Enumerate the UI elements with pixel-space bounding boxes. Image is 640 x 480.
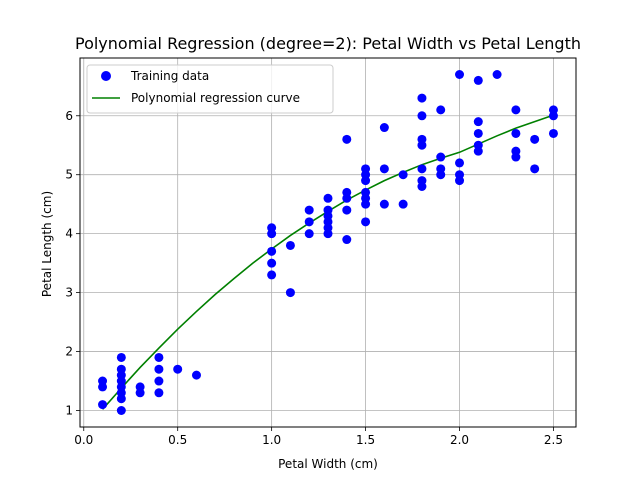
training-data-point (173, 364, 183, 374)
training-data-point (548, 105, 558, 115)
training-data-point (154, 364, 164, 374)
training-data-point (267, 246, 277, 256)
training-data-point (511, 146, 521, 156)
training-data-point (361, 164, 371, 174)
y-tick-label: 5 (65, 168, 73, 182)
y-tick-label: 3 (65, 286, 73, 300)
training-data-point (342, 205, 352, 215)
x-tick-label: 0.0 (74, 433, 93, 447)
training-data-point (473, 117, 483, 127)
training-data-point (304, 229, 314, 239)
regression-curve-layer (101, 114, 554, 410)
training-data-point (342, 134, 352, 144)
training-data-point (530, 134, 540, 144)
y-axis-label: Petal Length (cm) (40, 191, 54, 297)
training-data-point (455, 170, 465, 180)
plot-area-frame (79, 57, 577, 428)
training-data-point (285, 288, 295, 298)
training-data-point (417, 176, 427, 186)
y-tick-label: 2 (65, 345, 73, 359)
training-data-point (116, 364, 126, 374)
training-data-point (436, 105, 446, 115)
training-data-point (379, 199, 389, 209)
y-axis-ticks: 1 2 3 4 5 6 (65, 109, 80, 417)
training-data-point (98, 400, 108, 410)
training-data-point (379, 164, 389, 174)
y-tick-label: 1 (65, 403, 73, 417)
training-data-point (417, 111, 427, 121)
training-data-point (492, 70, 502, 80)
training-data-point (154, 352, 164, 362)
training-data-point (361, 217, 371, 227)
training-data-point (511, 128, 521, 138)
training-data-point (342, 187, 352, 197)
polynomial-regression-curve (101, 114, 554, 410)
x-axis-label: Petal Width (cm) (278, 457, 378, 471)
training-data-point (530, 164, 540, 174)
legend: Training data Polynomial regression curv… (86, 64, 334, 114)
training-data-point (436, 164, 446, 174)
training-data-point (285, 240, 295, 250)
scatter-points-layer (98, 70, 558, 415)
training-data-point (473, 75, 483, 85)
training-data-point (98, 376, 108, 386)
training-data-point (417, 164, 427, 174)
training-data-point (116, 352, 126, 362)
training-data-point (323, 205, 333, 215)
y-tick-label: 6 (65, 109, 73, 123)
training-data-point (473, 140, 483, 150)
training-data-point (304, 205, 314, 215)
training-data-point (267, 223, 277, 233)
training-data-point (191, 370, 201, 380)
legend-box (86, 64, 334, 114)
training-data-point (154, 388, 164, 398)
training-data-point (267, 258, 277, 268)
training-data-point (116, 405, 126, 415)
legend-marker-training-data (101, 71, 111, 81)
x-tick-label: 2.0 (450, 433, 469, 447)
chart-title: Polynomial Regression (degree=2): Petal … (75, 34, 581, 53)
x-axis-ticks: 0.0 0.5 1.0 1.5 2.0 2.5 (74, 427, 563, 447)
training-data-point (473, 128, 483, 138)
training-data-point (267, 270, 277, 280)
training-data-point (342, 235, 352, 245)
training-data-point (361, 187, 371, 197)
training-data-point (379, 123, 389, 133)
legend-label-training-data: Training data (130, 69, 209, 83)
training-data-point (417, 93, 427, 103)
x-tick-label: 1.0 (262, 433, 281, 447)
training-data-point (548, 128, 558, 138)
training-data-point (417, 134, 427, 144)
legend-label-regression-curve: Polynomial regression curve (131, 91, 300, 105)
training-data-point (455, 158, 465, 168)
training-data-point (398, 170, 408, 180)
training-data-point (511, 105, 521, 115)
training-data-point (436, 152, 446, 162)
x-tick-label: 1.5 (356, 433, 375, 447)
training-data-point (323, 193, 333, 203)
training-data-point (304, 217, 314, 227)
x-tick-label: 2.5 (544, 433, 563, 447)
training-data-point (154, 376, 164, 386)
training-data-point (398, 199, 408, 209)
x-tick-label: 0.5 (168, 433, 187, 447)
y-tick-label: 4 (65, 227, 73, 241)
training-data-point (135, 382, 145, 392)
training-data-point (455, 70, 465, 80)
